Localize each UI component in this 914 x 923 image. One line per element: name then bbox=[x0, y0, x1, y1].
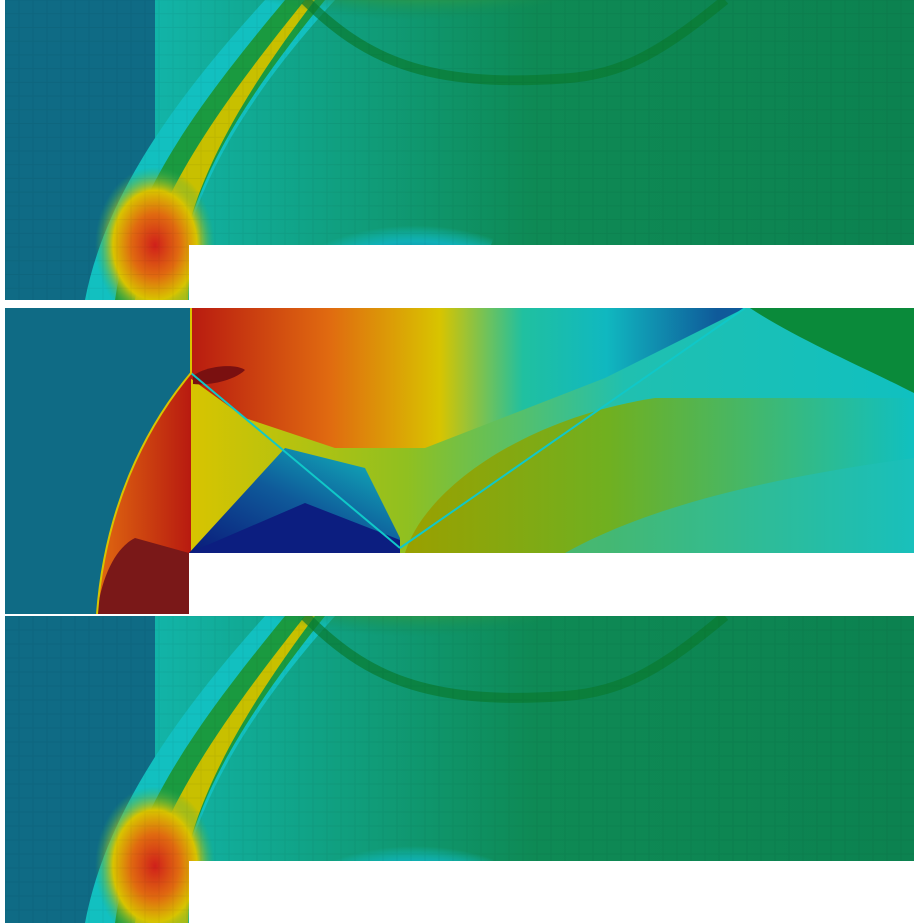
middle-flow-field bbox=[5, 308, 914, 614]
step-wall-middle bbox=[189, 553, 914, 614]
step-wall-bottom bbox=[189, 861, 914, 923]
flow-field-panel-middle bbox=[5, 308, 914, 614]
flow-field-panel-bottom bbox=[5, 616, 914, 923]
flow-field-panel-top bbox=[5, 0, 914, 300]
step-wall-top bbox=[189, 245, 914, 300]
